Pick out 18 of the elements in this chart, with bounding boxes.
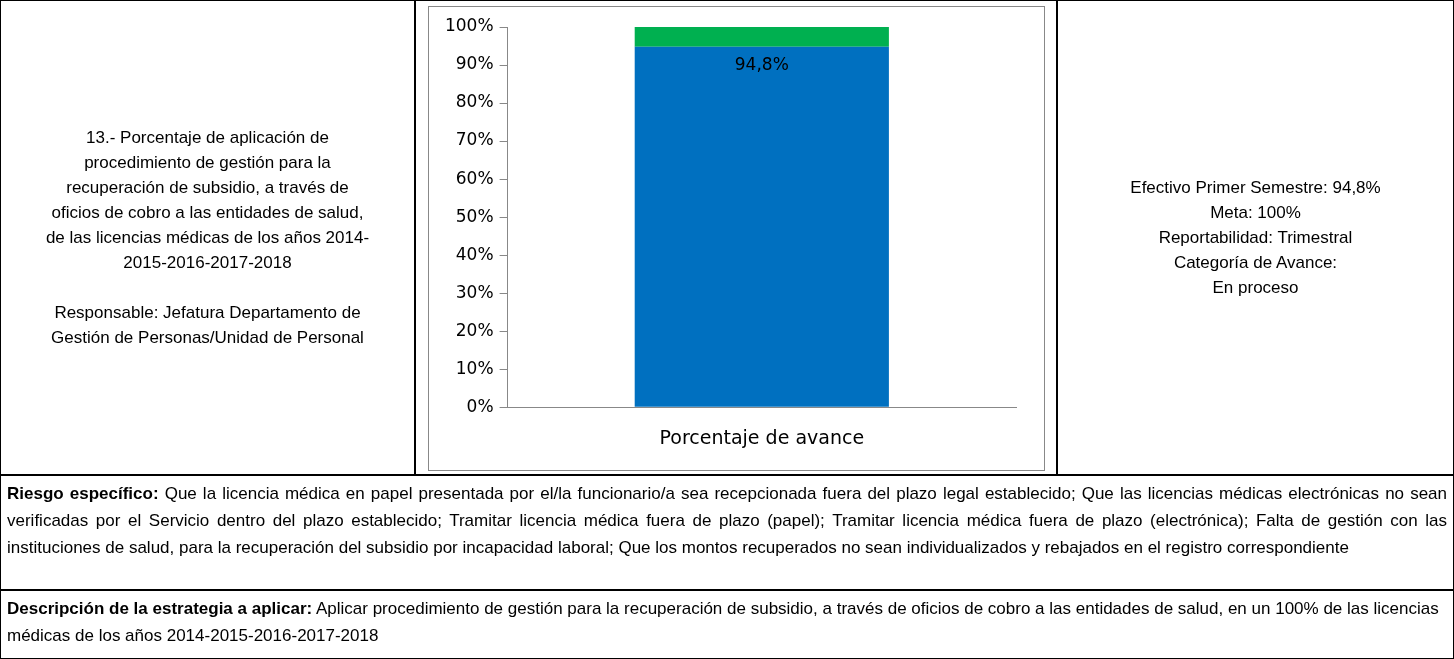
y-tick-label: 80%	[455, 91, 494, 112]
y-tick-label: 30%	[455, 281, 494, 302]
text: Efectivo Primer Semestre: 94,8% Meta: 100% Reportabilidad: Trimestral Categoría de Avance: En proceso	[1057, 0, 1454, 475]
x-tick-label: Porcentaje de avance	[659, 425, 865, 448]
y-tick-label: 10%	[455, 357, 494, 378]
text: Descripción de la estrategia a aplicar: Aplicar procedimiento de gestión para la recuperación de subsidio, a través de oficios de cobro a las entidades de salud, en un 100% de las licencias médicas de los años 2014-2015-2016-2017-2018	[7, 599, 1439, 645]
y-tick-label: 50%	[455, 205, 494, 226]
y-tick-label: 100%	[444, 15, 494, 36]
y-tick-label: 70%	[455, 129, 494, 150]
data-label: 94,8%	[734, 53, 789, 74]
y-tick-label: 60%	[455, 167, 494, 188]
text: 13.- Porcentaje de aplicación de procedimiento de gestión para la recuperación de subsidio, a través de oficios de cobro a las entidades de salud, de las licencias médicas de los años 2014-2015-2016-2017-2018	[45, 127, 370, 274]
y-tick-label: 0%	[466, 395, 494, 416]
y-tick-label: 40%	[455, 243, 494, 264]
y-tick-label: 90%	[455, 53, 494, 74]
text: Responsable: Jefatura Departamento de Gestión de Personas/Unidad de Personal	[50, 302, 365, 349]
y-tick-label: 20%	[455, 319, 494, 340]
text: Riesgo específico: Que la licencia médica en papel presentada por el/la funcionario/a sea recepcionada fuera del plazo legal establecido; Que las licencias médicas electrónicas no sean verificadas por el Servicio dentro del plazo establecido; Tramitar licencia médica fuera de plazo (papel); Tramitar licencia médica fuera de plazo (electrónica); Falta de gestión con las instituciones de salud, para la recuperación del subsidio por incapacidad laboral; Que los montos recuperados no sean individualizados y rebajados en el registro correspondiente	[7, 484, 1448, 557]
